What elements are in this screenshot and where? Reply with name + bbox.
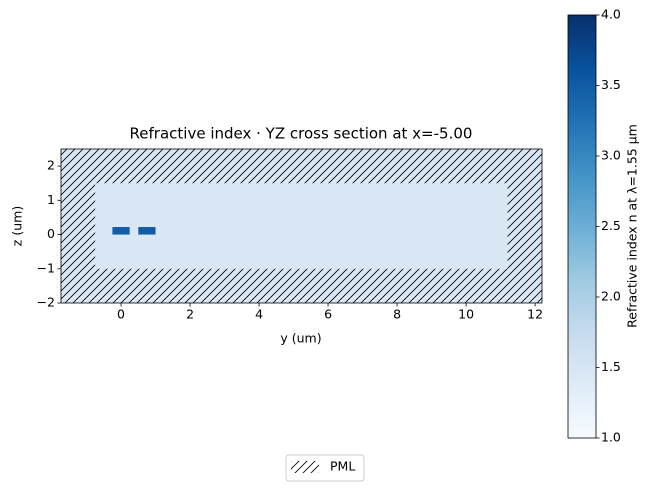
colorbar-tick-label: 3.5 xyxy=(601,77,621,92)
y-tick-label: 1 xyxy=(47,192,55,207)
x-tick-label: 10 xyxy=(458,307,474,322)
colorbar-tick-label: 2.0 xyxy=(601,289,621,304)
x-tick-label: 12 xyxy=(527,307,543,322)
simulation-region xyxy=(95,183,508,269)
colorbar-tick-label: 4.0 xyxy=(601,7,621,22)
x-tick-label: 8 xyxy=(393,307,401,322)
y-axis-label: z (um) xyxy=(10,206,25,246)
y-tick-label: −2 xyxy=(37,295,55,310)
colorbar-tick-label: 1.0 xyxy=(601,430,621,445)
axes-frame xyxy=(60,148,543,304)
y-tick-label: −1 xyxy=(37,260,55,275)
colorbar-label: Refractive index n at λ=1.55 μm xyxy=(625,124,640,328)
x-tick-label: 4 xyxy=(255,307,263,322)
colorbar xyxy=(567,14,597,439)
waveguide xyxy=(112,227,130,235)
colorbar-tick-label: 2.5 xyxy=(601,218,621,233)
colorbar-tick-label: 3.0 xyxy=(601,148,621,163)
y-tick-label: 2 xyxy=(47,158,55,173)
legend-label: PML xyxy=(330,459,355,474)
colorbar-tick-label: 1.5 xyxy=(601,359,621,374)
waveguide xyxy=(138,227,156,235)
y-tick-label: 0 xyxy=(47,226,55,241)
chart-title: Refractive index · YZ cross section at x… xyxy=(130,125,473,143)
x-axis-label: y (um) xyxy=(280,331,321,346)
x-tick-label: 2 xyxy=(186,307,194,322)
x-tick-label: 6 xyxy=(324,307,332,322)
x-tick-label: 0 xyxy=(117,307,125,322)
legend-swatch xyxy=(291,461,319,473)
